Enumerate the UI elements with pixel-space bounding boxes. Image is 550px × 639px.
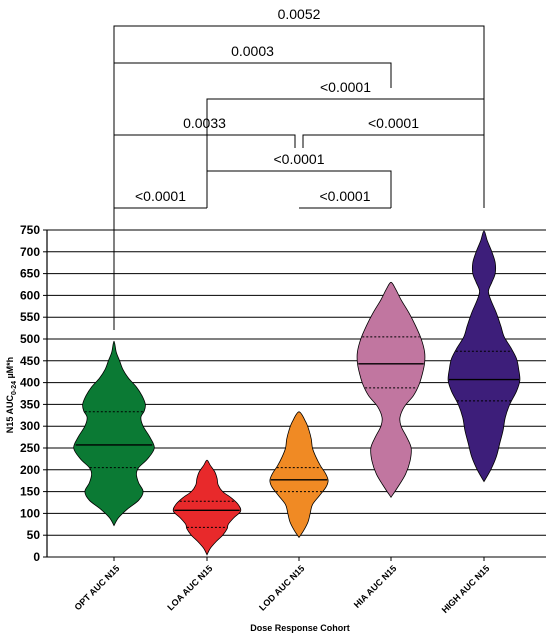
y-tick-label: 450 <box>20 354 40 368</box>
p-value-label: 0.0003 <box>231 43 274 59</box>
y-tick-label: 350 <box>20 397 40 411</box>
y-tick-label: 100 <box>20 506 40 520</box>
y-tick-label: 600 <box>20 288 40 302</box>
x-category-label: HIA AUC N15 <box>352 563 399 610</box>
x-category-label: HIGH AUC N15 <box>440 563 492 615</box>
x-category-label: OPT AUC N15 <box>72 563 121 612</box>
y-tick-label: 750 <box>20 223 40 237</box>
significance-bracket <box>113 207 207 330</box>
violin-hia-auc-n15 <box>356 281 426 498</box>
y-tick-label: 150 <box>20 485 40 499</box>
x-axis-label: Dose Response Cohort <box>250 623 350 633</box>
p-value-label: <0.0001 <box>320 79 371 95</box>
y-tick-label: 700 <box>20 245 40 259</box>
y-tick-label: 650 <box>20 267 40 281</box>
significance-bracket <box>113 25 485 208</box>
p-value-label: <0.0001 <box>274 151 325 167</box>
p-value-label: <0.0001 <box>368 115 419 131</box>
y-tick-label: 550 <box>20 310 40 324</box>
violins <box>73 230 521 556</box>
y-tick-label: 400 <box>20 376 40 390</box>
violin-loa-auc-n15 <box>172 459 242 556</box>
y-tick-label: 250 <box>20 441 40 455</box>
p-value-label: 0.0033 <box>183 115 226 131</box>
y-tick-label: 200 <box>20 463 40 477</box>
x-category-label: LOD AUC N15 <box>257 563 306 612</box>
y-tick-label: 500 <box>20 332 40 346</box>
y-tick-label: 0 <box>33 550 40 564</box>
p-value-label: <0.0001 <box>320 188 371 204</box>
violin-lod-auc-n15 <box>269 411 329 539</box>
x-category-label: LOA AUC N15 <box>165 563 214 612</box>
y-axis-label: N15 AUC0-24 µM*h <box>5 357 18 433</box>
violin-high-auc-n15 <box>447 230 521 483</box>
y-tick-label: 300 <box>20 419 40 433</box>
p-value-label: 0.0052 <box>278 6 321 22</box>
violin-opt-auc-n15 <box>73 340 155 527</box>
y-tick-label: 50 <box>27 528 41 542</box>
significance-brackets: <0.0001 <0.0001 <0.0001 0.0033 <0.0001 <0.000… <box>113 6 485 330</box>
p-value-label: <0.0001 <box>135 188 186 204</box>
